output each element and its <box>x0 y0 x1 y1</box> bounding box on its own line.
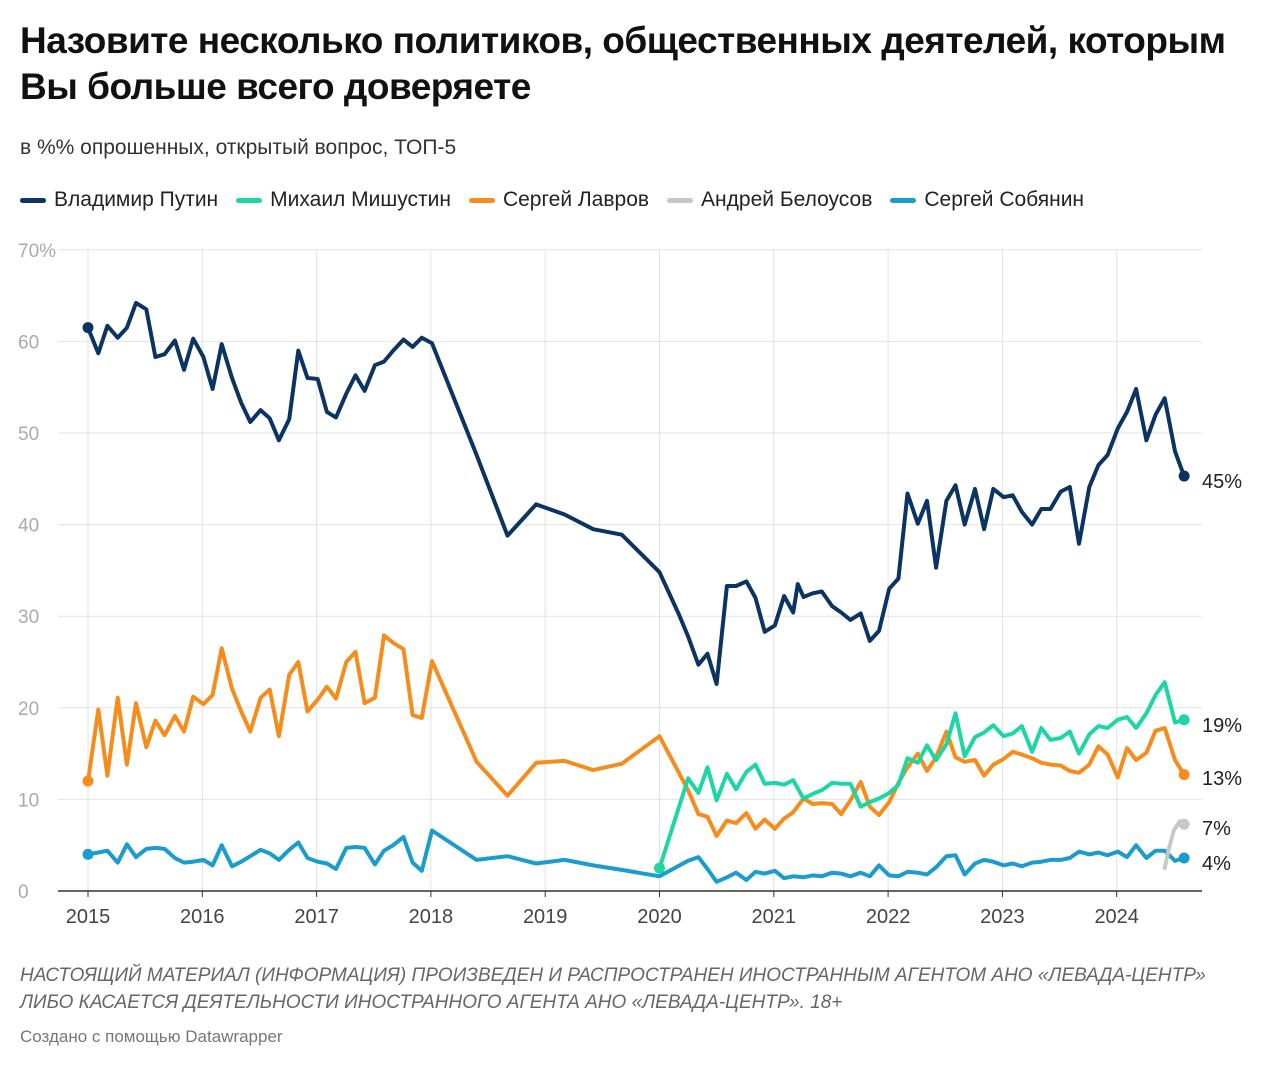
end-labels: 45% 19% 13% 7% 4% <box>1202 471 1242 875</box>
legend-label-belousov: Андрей Белоусов <box>701 188 873 211</box>
legend-item-lavrov: Сергей Лавров <box>468 188 650 212</box>
legend-label-sobyanin: Сергей Собянин <box>924 188 1085 211</box>
x-tick-label: 2018 <box>409 906 454 928</box>
x-tick-label: 2015 <box>66 906 111 928</box>
series-line-lavrov <box>86 633 1187 838</box>
end-point-sobyanin <box>1178 852 1190 864</box>
end-point-belousov <box>1178 818 1190 830</box>
x-tick-label: 2019 <box>523 906 568 928</box>
end-label-sobyanin: 4% <box>1202 853 1231 875</box>
y-tick-label: 70% <box>18 241 56 262</box>
start-point-sobyanin <box>82 848 94 860</box>
y-tick-label: 40 <box>18 516 39 537</box>
x-tick-label: 2022 <box>866 906 911 928</box>
foreign-agent-notice: НАСТОЯЩИЙ МАТЕРИАЛ (ИНФОРМАЦИЯ) ПРОИЗВЕД… <box>20 965 1206 1013</box>
x-tick-label: 2017 <box>294 906 339 928</box>
y-tick-label: 60 <box>18 332 39 353</box>
start-point-lavrov <box>82 775 94 787</box>
end-point-lavrov <box>1178 769 1190 781</box>
y-tick-label: 0 <box>18 882 29 903</box>
legend-swatch-putin <box>20 197 46 203</box>
x-tick-label: 2020 <box>637 906 682 928</box>
legend-item-belousov: Андрей Белоусов <box>667 188 872 212</box>
datawrapper-credit: Создано с помощью Datawrapper <box>20 1027 283 1046</box>
start-point-putin <box>82 322 94 334</box>
end-label-lavrov: 13% <box>1202 768 1242 790</box>
chart-subtitle: в %% опрошенных, открытый вопрос, ТОП-5 <box>20 136 457 159</box>
y-tick-label: 20 <box>18 699 39 720</box>
legend-label-putin: Владимир Путин <box>54 188 219 211</box>
legend-item-mishustin: Михаил Мишустин <box>236 188 451 212</box>
y-tick-label: 30 <box>18 607 39 628</box>
chart-title: Назовите несколько политиков, общественн… <box>20 20 1226 107</box>
legend-swatch-mishustin <box>236 197 263 203</box>
start-point-mishustin <box>654 862 665 874</box>
end-label-putin: 45% <box>1202 471 1242 493</box>
end-point-mishustin <box>1178 714 1190 726</box>
x-tick-label: 2021 <box>752 906 797 928</box>
legend-label-lavrov: Сергей Лавров <box>502 188 650 211</box>
legend-swatch-lavrov <box>468 197 495 203</box>
legend: Владимир Путин Михаил Мишустин Сергей Ла… <box>20 188 1102 212</box>
series-line-sobyanin <box>86 828 1187 884</box>
line-chart: 0 10 20 30 40 50 60 70% 2015 2016 2017 2018 2019 2020… <box>18 241 1242 928</box>
axes: 0 10 20 30 40 50 60 70% 2015 2016 2017 2018 2019 2020… <box>18 241 1202 928</box>
x-tick-label: 2024 <box>1094 906 1139 928</box>
y-tick-label: 10 <box>18 790 39 811</box>
legend-item-sobyanin: Сергей Собянин <box>890 188 1084 212</box>
end-label-mishustin: 19% <box>1202 715 1242 737</box>
grid <box>58 249 1202 891</box>
end-label-belousov: 7% <box>1202 818 1231 840</box>
x-tick-label: 2023 <box>980 906 1025 928</box>
series-lines <box>82 300 1190 884</box>
y-tick-label: 50 <box>18 424 39 445</box>
series-line-putin <box>86 300 1187 686</box>
legend-swatch-belousov <box>667 197 694 203</box>
legend-label-mishustin: Михаил Мишустин <box>270 188 451 211</box>
legend-item-putin: Владимир Путин <box>20 188 218 212</box>
legend-swatch-sobyanin <box>890 197 917 203</box>
x-tick-label: 2016 <box>180 906 225 928</box>
end-point-putin <box>1178 470 1190 482</box>
series-line-mishustin <box>657 680 1187 871</box>
